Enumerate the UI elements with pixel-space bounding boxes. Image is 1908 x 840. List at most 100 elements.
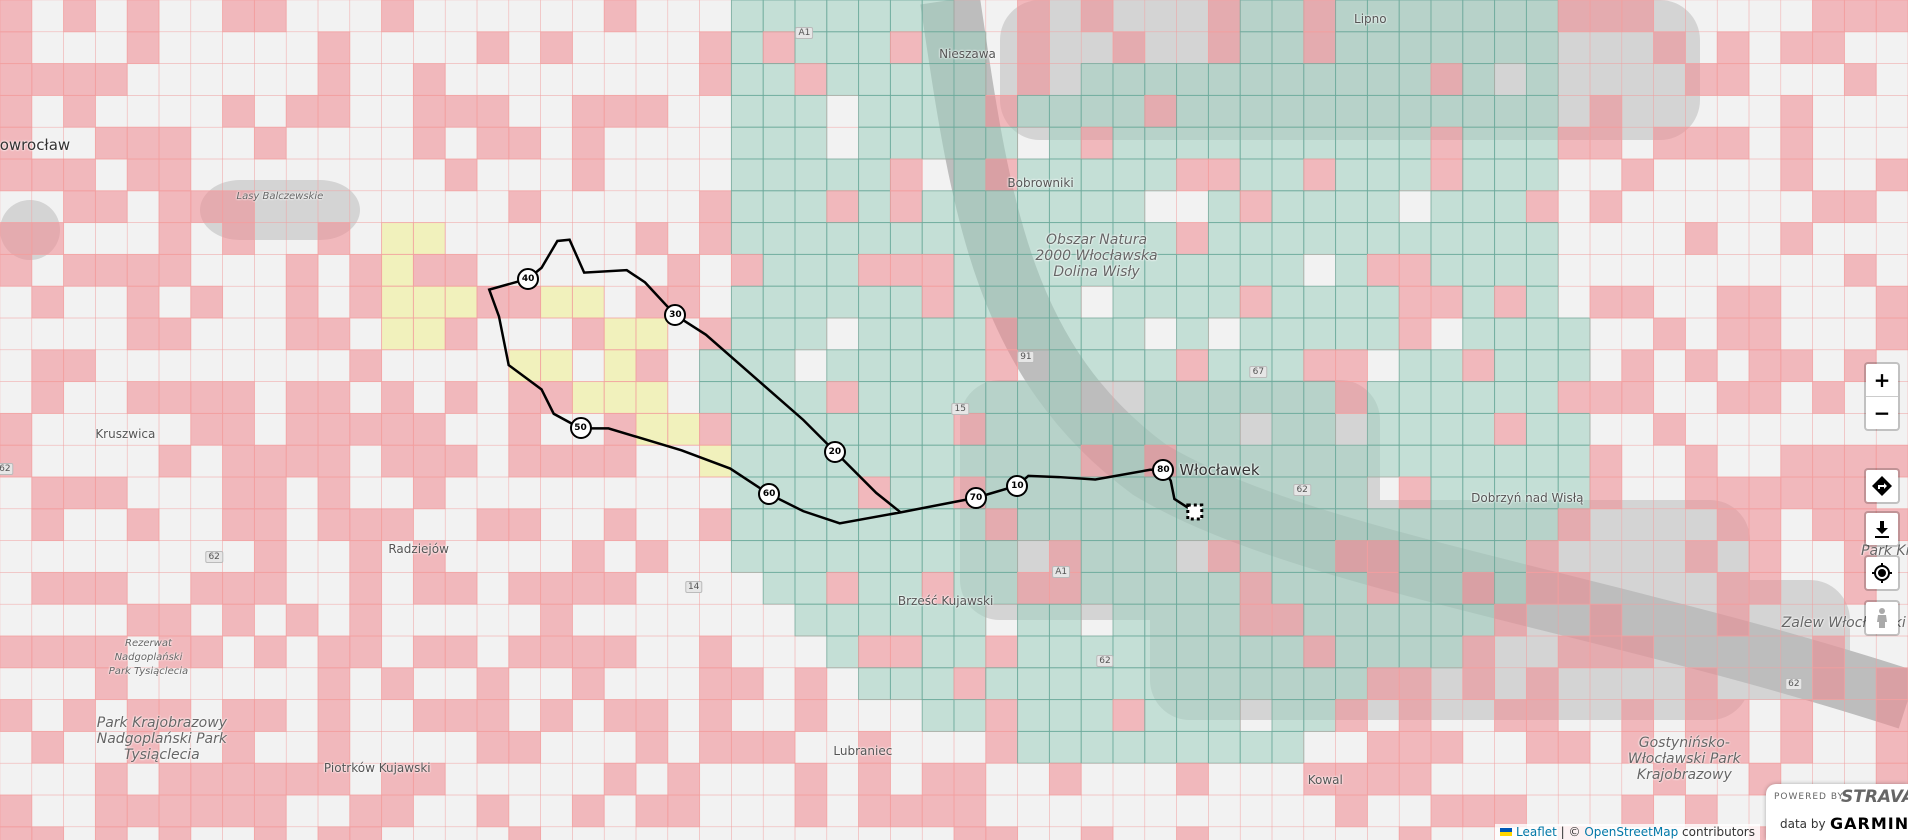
download-icon xyxy=(1866,513,1898,545)
tile xyxy=(889,571,923,605)
tile xyxy=(889,0,923,33)
tile xyxy=(1303,444,1337,478)
osm-link[interactable]: OpenStreetMap xyxy=(1584,825,1679,839)
tile xyxy=(1017,0,1050,33)
tile xyxy=(667,826,700,840)
leaflet-link[interactable]: Leaflet xyxy=(1516,825,1557,839)
download-button[interactable] xyxy=(1864,511,1900,547)
tile xyxy=(794,826,828,840)
tile xyxy=(1716,317,1750,351)
tile xyxy=(1176,730,1209,764)
tile xyxy=(889,31,923,65)
tile xyxy=(1239,826,1273,840)
tile xyxy=(1271,730,1305,764)
tile xyxy=(572,826,605,840)
branding: POWERED BY STRAVA data by GARMIN xyxy=(1766,784,1908,840)
tile xyxy=(1684,794,1718,828)
tile xyxy=(889,253,923,287)
tile xyxy=(158,158,192,192)
tile xyxy=(476,826,510,840)
tile xyxy=(1271,317,1305,351)
road-shield: 14 xyxy=(684,580,703,593)
tile xyxy=(253,540,287,573)
finish-flag-icon xyxy=(1186,503,1204,521)
tile xyxy=(63,349,96,383)
tile xyxy=(1239,508,1273,542)
tile xyxy=(1271,444,1305,478)
tile xyxy=(1780,730,1814,764)
locate-button[interactable] xyxy=(1864,555,1900,591)
directions-button[interactable] xyxy=(1864,468,1900,504)
tile xyxy=(317,381,351,414)
tile xyxy=(1080,476,1114,510)
tile xyxy=(126,285,160,319)
tile xyxy=(540,31,573,65)
tile xyxy=(1303,63,1337,96)
tile xyxy=(1398,571,1432,605)
tile xyxy=(1271,190,1305,224)
tile xyxy=(349,253,383,287)
tile xyxy=(1525,317,1559,351)
tile xyxy=(381,412,414,446)
tile xyxy=(985,158,1019,192)
tile xyxy=(889,412,923,446)
tile xyxy=(1271,349,1305,383)
tile xyxy=(1144,635,1178,669)
tile xyxy=(730,94,764,128)
road-shield: A1 xyxy=(1052,565,1071,578)
tile xyxy=(1271,253,1305,287)
tile xyxy=(1494,571,1527,605)
tile xyxy=(1494,126,1527,160)
tile xyxy=(1525,31,1559,65)
tile xyxy=(1207,571,1241,605)
tile xyxy=(667,794,701,828)
tile xyxy=(190,285,224,319)
tile xyxy=(730,31,764,65)
tile xyxy=(1303,826,1336,840)
tile xyxy=(603,317,637,351)
tile xyxy=(1335,31,1368,65)
tile xyxy=(1621,381,1655,414)
tile xyxy=(476,667,510,701)
tile xyxy=(826,158,860,192)
tile xyxy=(1653,126,1686,160)
tile xyxy=(1684,222,1718,255)
tile xyxy=(1176,253,1209,287)
tile xyxy=(985,381,1019,414)
tile xyxy=(1080,94,1114,128)
tile xyxy=(317,667,351,701)
tile xyxy=(1144,508,1178,542)
tile xyxy=(1207,31,1241,65)
tile xyxy=(1812,31,1845,65)
tile xyxy=(1303,317,1337,351)
tile xyxy=(603,444,637,478)
tile xyxy=(1430,31,1464,65)
tile xyxy=(1239,667,1273,701)
tile xyxy=(571,667,605,701)
tile xyxy=(571,158,605,192)
tile xyxy=(508,635,542,669)
zoom-in-button[interactable]: + xyxy=(1873,368,1891,392)
tile xyxy=(1303,603,1337,637)
tile xyxy=(921,571,955,605)
tile xyxy=(94,253,128,287)
tile xyxy=(63,158,96,192)
tile xyxy=(1207,126,1241,160)
tile xyxy=(794,381,828,414)
tile xyxy=(1621,794,1655,828)
tile xyxy=(1462,222,1496,255)
place-label: Rezerwat Nadgoplański Park Tysiąclecia xyxy=(108,638,189,678)
tile xyxy=(349,826,383,840)
zoom-out-button[interactable]: − xyxy=(1866,396,1898,429)
tile xyxy=(762,222,796,255)
tile xyxy=(635,699,669,732)
tile xyxy=(222,222,255,255)
attribution: Leaflet | © OpenStreetMap contributors xyxy=(1495,824,1760,840)
tile xyxy=(603,94,637,128)
tile xyxy=(1557,444,1591,478)
tile xyxy=(730,667,764,701)
tile xyxy=(1048,381,1082,414)
tile xyxy=(126,0,160,33)
street-view-button[interactable] xyxy=(1864,600,1900,636)
